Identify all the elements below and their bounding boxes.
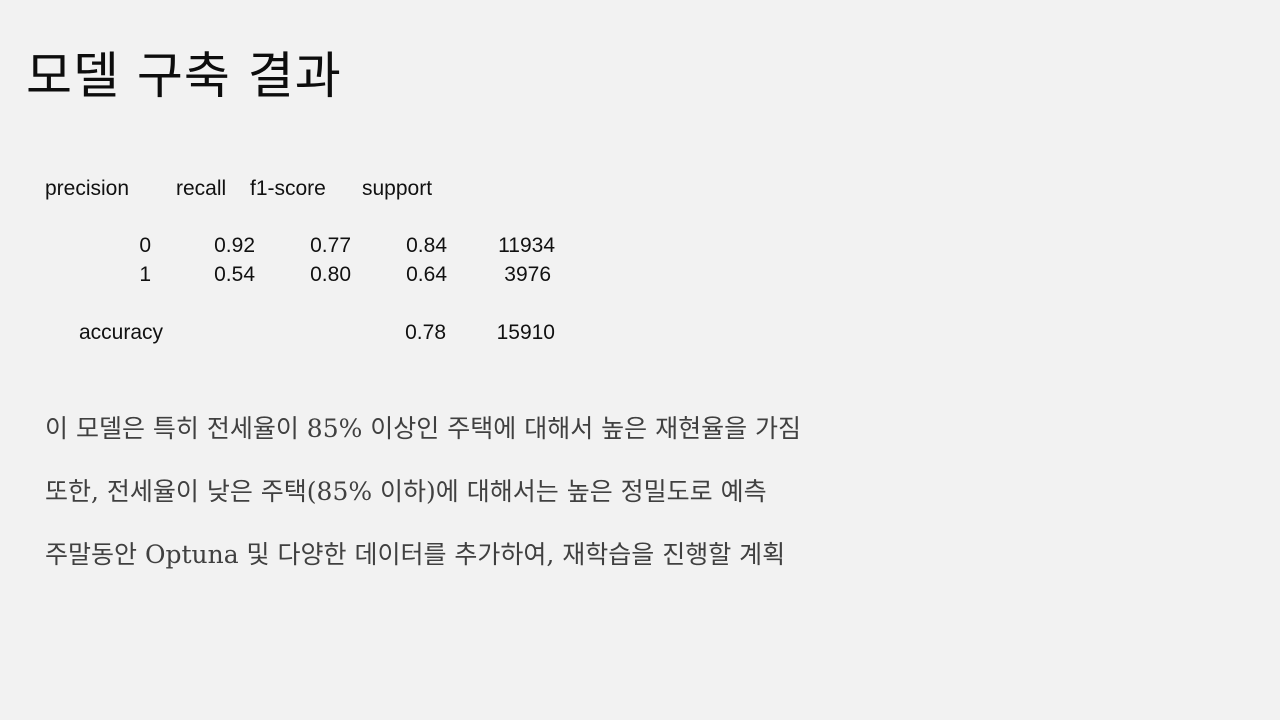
accuracy-value: 0.78: [405, 321, 446, 344]
row-label: 1: [139, 263, 151, 286]
accuracy-label: accuracy: [79, 321, 164, 344]
precision-value: 0.92: [214, 234, 255, 257]
support-value: 11934: [498, 234, 555, 257]
recall-value: 0.77: [310, 234, 351, 257]
accuracy-support: 15910: [496, 321, 555, 344]
f1-score-value: 0.84: [406, 234, 447, 257]
column-header-support: support: [362, 177, 433, 200]
column-header-f1-score: f1-score: [250, 177, 326, 200]
slide-title: 모델 구축 결과: [26, 47, 342, 105]
note-item: 이 모델은 특히 전세율이 85% 이상인 주택에 대해서 높은 재현율을 가짐: [45, 414, 802, 443]
classification-report: precision recall f1-score support 0 0.92…: [45, 177, 555, 344]
recall-value: 0.80: [310, 263, 351, 286]
note-item: 주말동안 Optuna 및 다양한 데이터를 추가하여, 재학습을 진행할 계획: [45, 540, 786, 569]
note-item: 또한, 전세율이 낮은 주택(85% 이하)에 대해서는 높은 정밀도로 예측: [45, 477, 767, 506]
column-header-precision: precision: [45, 177, 130, 200]
notes-list: 이 모델은 특히 전세율이 85% 이상인 주택에 대해서 높은 재현율을 가짐…: [45, 409, 801, 598]
row-label: 0: [139, 234, 151, 257]
support-value: 3976: [504, 263, 551, 286]
f1-score-value: 0.64: [406, 263, 447, 286]
precision-value: 0.54: [214, 263, 255, 286]
column-header-recall: recall: [176, 177, 227, 200]
